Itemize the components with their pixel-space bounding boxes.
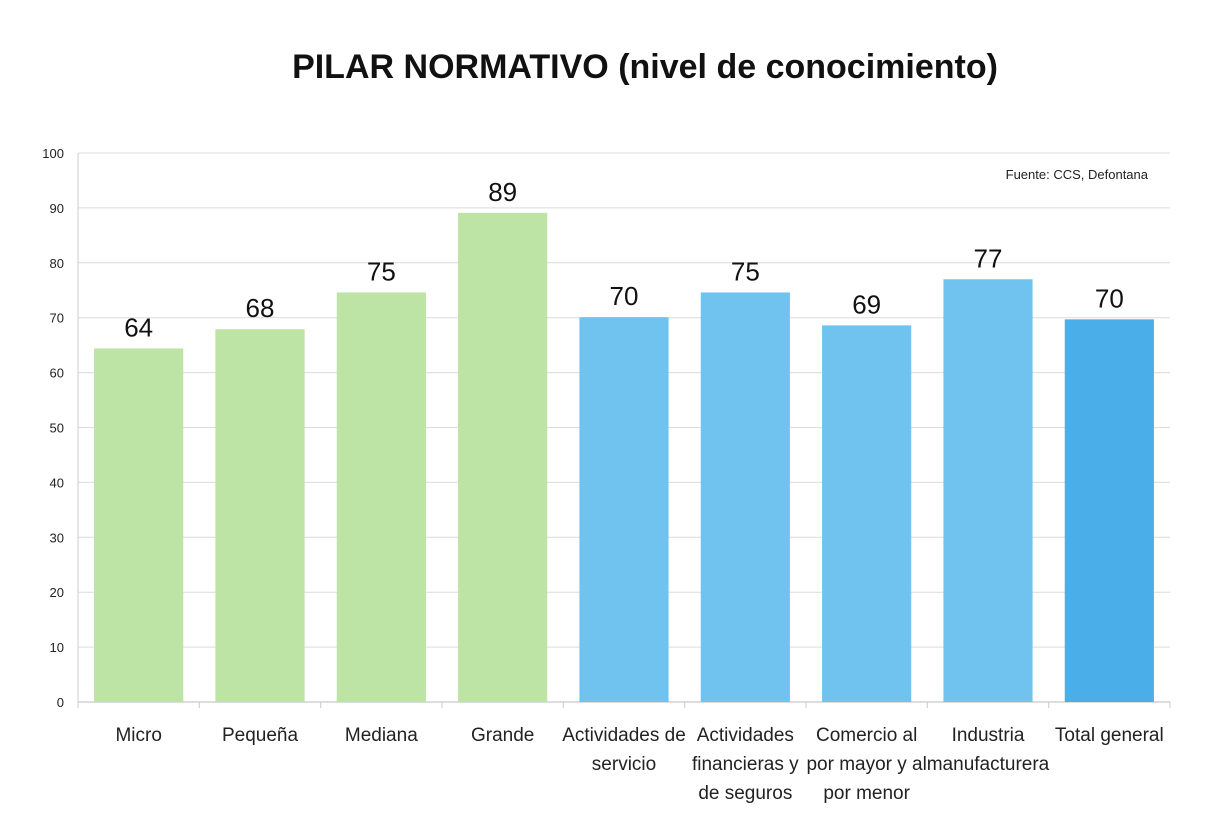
y-tick-label: 60: [50, 366, 64, 381]
bar: [579, 317, 669, 702]
category-label: Micro: [115, 725, 161, 746]
data-label: 70: [610, 281, 639, 311]
category-label: Actividades de servicio: [562, 725, 686, 775]
category-label: Pequeña: [222, 725, 299, 746]
category-label: Grande: [471, 725, 534, 746]
y-tick-label: 90: [50, 201, 64, 216]
category-label: Mediana: [345, 725, 418, 746]
bar: [215, 329, 305, 702]
y-tick-label: 80: [50, 256, 64, 271]
data-label: 70: [1095, 283, 1124, 313]
data-label: 64: [124, 312, 153, 342]
bar: [700, 292, 790, 702]
y-tick-label: 70: [50, 311, 64, 326]
data-label: 77: [974, 243, 1003, 273]
bar: [1064, 319, 1154, 702]
data-label: 69: [852, 289, 881, 319]
category-label: Actividades financieras y de seguros: [692, 725, 799, 804]
bar: [94, 348, 184, 702]
data-label: 68: [246, 293, 275, 323]
y-tick-label: 0: [57, 695, 64, 710]
bar: [822, 325, 912, 702]
category-label: Total general: [1055, 725, 1164, 746]
category-label: Comercio al por mayor y al por menor: [806, 725, 926, 804]
y-tick-label: 40: [50, 475, 64, 490]
y-tick-label: 10: [50, 640, 64, 655]
source-note: Fuente: CCS, Defontana: [1006, 167, 1149, 182]
y-tick-label: 20: [50, 585, 64, 600]
y-tick-label: 100: [42, 146, 64, 161]
data-label: 75: [731, 256, 760, 286]
data-label: 75: [367, 256, 396, 286]
bar: [943, 279, 1033, 702]
bar: [336, 292, 426, 702]
data-label: 89: [488, 177, 517, 207]
y-tick-label: 30: [50, 530, 64, 545]
category-label: Industria manufacturera: [927, 725, 1050, 775]
y-tick-label: 50: [50, 421, 64, 436]
chart-title: PILAR NORMATIVO (nivel de conocimiento): [292, 48, 998, 86]
bar: [458, 212, 548, 702]
